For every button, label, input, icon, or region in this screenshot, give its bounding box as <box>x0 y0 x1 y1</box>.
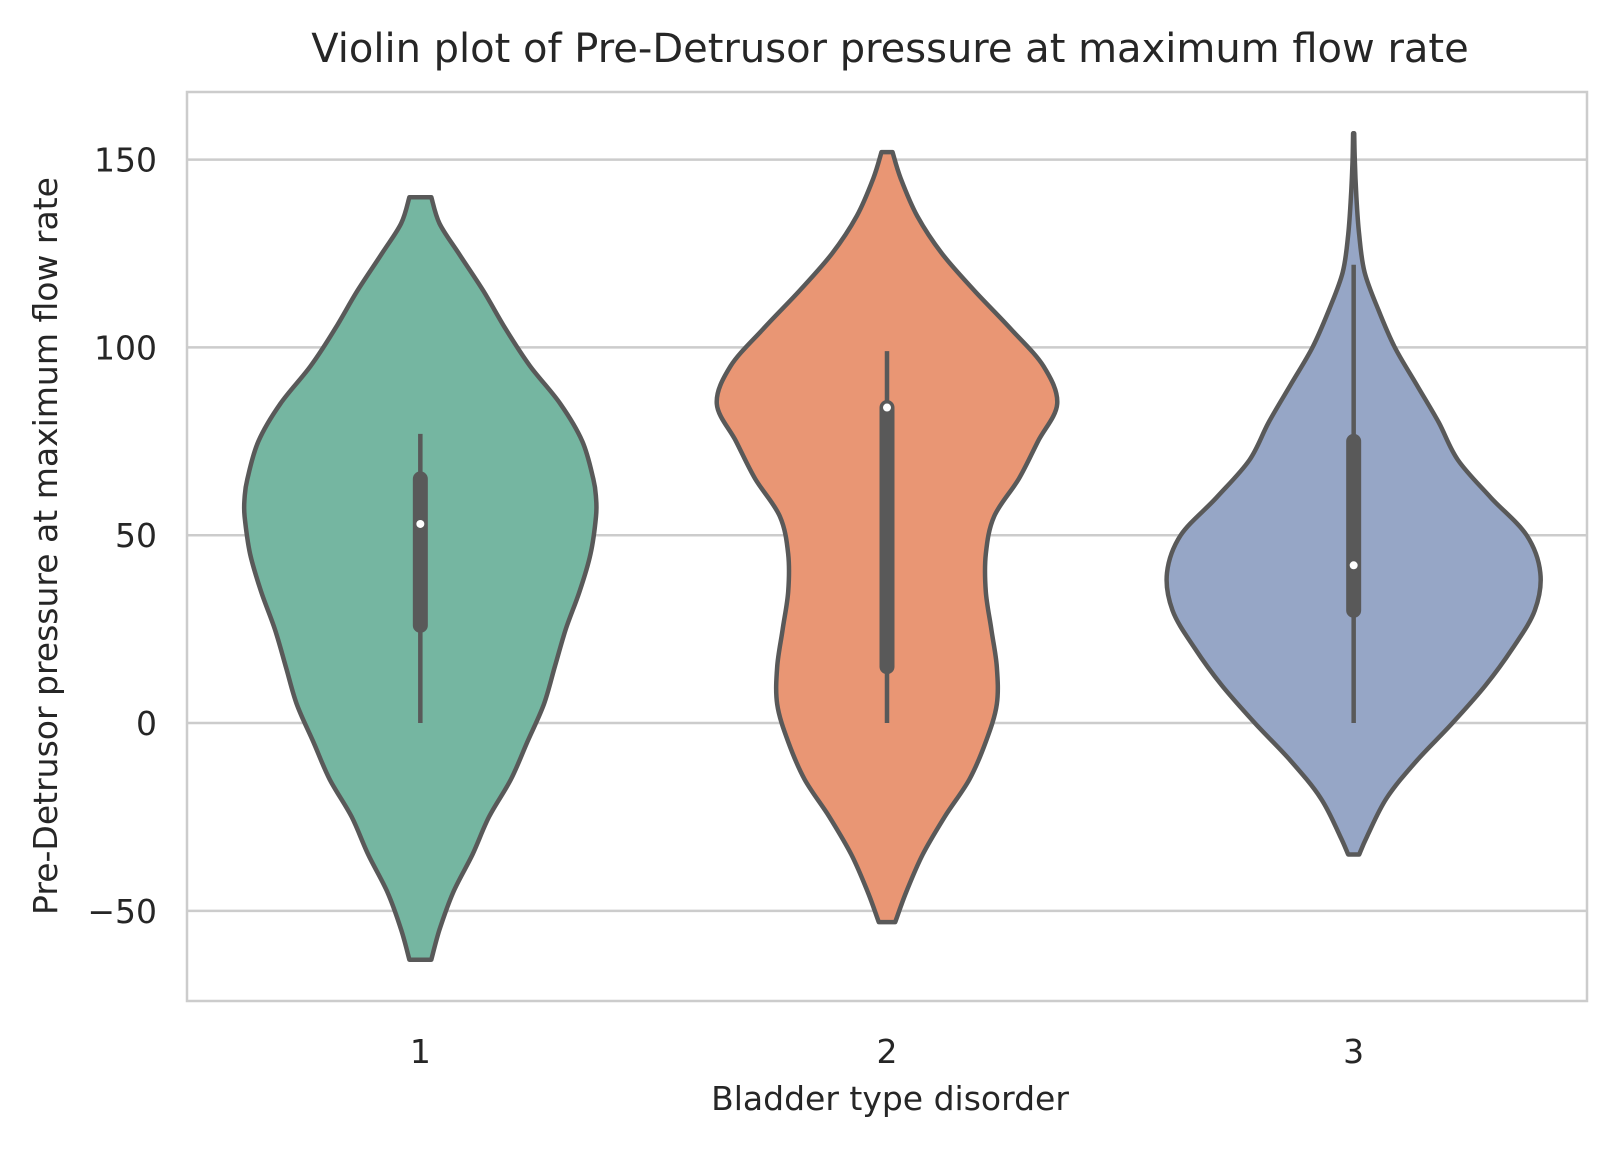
x-tick-label: 3 <box>1343 1032 1364 1071</box>
y-axis-label: Pre-Detrusor pressure at maximum flow ra… <box>26 177 65 915</box>
y-tick-label: 50 <box>115 516 157 555</box>
x-tick-label: 2 <box>877 1032 898 1071</box>
median-point <box>883 403 891 412</box>
median-point <box>416 519 425 528</box>
violins <box>241 131 1543 962</box>
y-tick-label: −50 <box>87 892 157 931</box>
y-tick-labels: −50 0 50 100 150 <box>87 141 157 931</box>
x-tick-label: 1 <box>410 1032 431 1071</box>
x-tick-labels: 1 2 3 <box>410 1032 1364 1071</box>
y-tick-label: 100 <box>94 328 157 367</box>
violin-1 <box>241 194 599 962</box>
x-axis-label: Bladder type disorder <box>711 1079 1069 1118</box>
violin-2 <box>714 149 1060 925</box>
y-tick-label: 150 <box>94 141 157 180</box>
y-tick-label: 0 <box>136 704 157 743</box>
median-point <box>1349 561 1358 570</box>
violin-3 <box>1164 131 1543 857</box>
chart-title: Violin plot of Pre-Detrusor pressure at … <box>311 26 1468 72</box>
plot-frame <box>185 90 1589 1003</box>
